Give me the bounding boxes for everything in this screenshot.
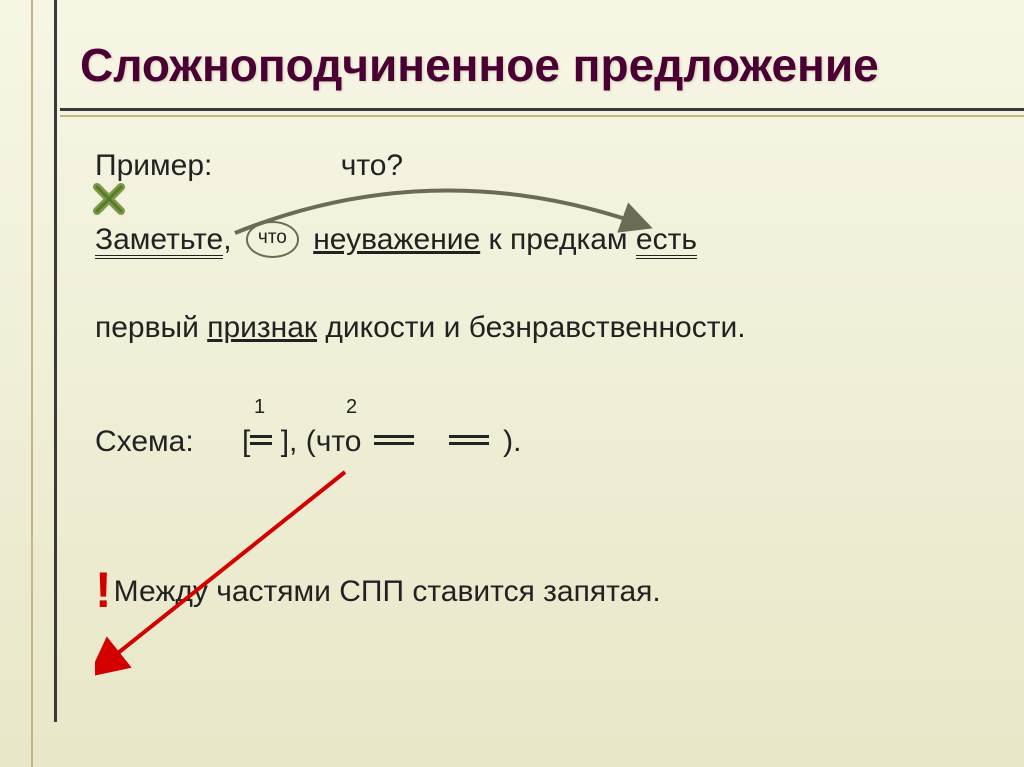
schema-label: Схема: xyxy=(95,421,194,463)
schema-close-bracket: ], xyxy=(281,425,298,458)
comma: , xyxy=(223,223,231,256)
question-word: что? xyxy=(341,145,403,187)
exclamation-mark: ! xyxy=(95,562,112,618)
cross-mark-icon xyxy=(91,181,131,221)
schema-close-paren: ). xyxy=(503,425,521,458)
title-rule-gold xyxy=(60,115,1024,117)
vertical-rule-gold xyxy=(31,0,33,767)
slide: Сложноподчиненное предложение Пример: чт… xyxy=(0,0,1024,767)
note-text: Между частями СПП ставится запятая. xyxy=(114,575,661,608)
double-line-icon xyxy=(449,431,489,449)
word-plain-3: дикости и безнравственности. xyxy=(325,311,745,344)
word-plain-1: к предкам xyxy=(489,223,628,256)
word-predicate-1: есть xyxy=(636,226,697,259)
double-line-icon xyxy=(374,431,414,449)
schema-open-paren: (что xyxy=(306,425,362,458)
slide-title: Сложноподчиненное предложение xyxy=(80,38,984,92)
schema-sup-1: 1 xyxy=(254,393,265,421)
conjunction-circle: что xyxy=(246,221,299,258)
note-row: !Между частями СПП ставится запятая. xyxy=(95,555,954,625)
schema-body: 1 2 [ ], (что ). xyxy=(242,421,521,463)
slide-content: Пример: что? Заметьте, что неуважение xyxy=(95,145,954,625)
vertical-rule-dark xyxy=(54,0,57,722)
title-rule-dark xyxy=(60,108,1024,111)
example-row: Пример: что? xyxy=(95,145,954,187)
word-underlined-2: признак xyxy=(207,311,317,344)
word-subject-1: Заметьте xyxy=(95,226,223,259)
schema-open-bracket: [ xyxy=(242,425,250,458)
word-underlined-1: неуважение xyxy=(313,223,480,256)
schema-row: Схема: 1 2 [ ], (что ). xyxy=(95,421,954,463)
word-plain-2: первый xyxy=(95,311,199,344)
sentence-line-1: Заметьте, что неуважение к предкам есть xyxy=(95,219,954,261)
double-line-icon xyxy=(250,431,272,449)
sentence-line-2: первый признак дикости и безнравственнос… xyxy=(95,307,954,349)
schema-sup-2: 2 xyxy=(346,393,357,421)
